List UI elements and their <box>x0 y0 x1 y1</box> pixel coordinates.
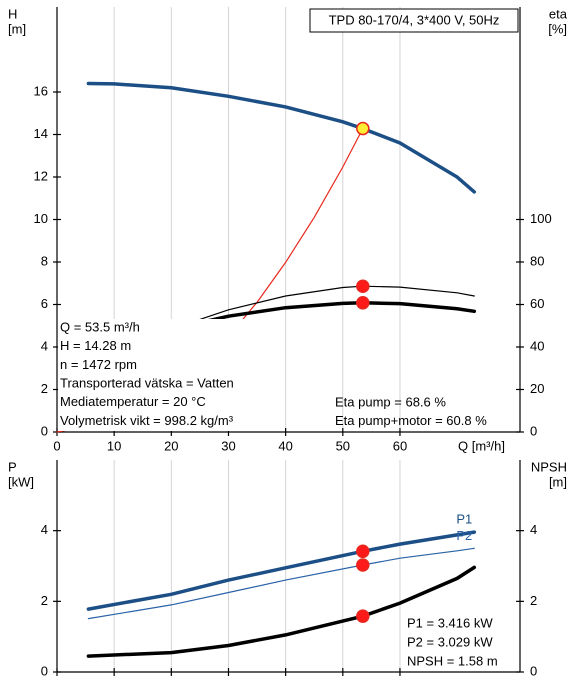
info-line: Q = 53.5 m³/h <box>60 319 140 334</box>
y-tick-label: 8 <box>41 253 48 268</box>
y2-axis-label: NPSH <box>531 459 567 474</box>
y-tick-label: 2 <box>41 381 48 396</box>
curve <box>199 285 475 320</box>
title-box <box>309 8 519 33</box>
y2-tick-label: 0 <box>530 423 537 438</box>
y2-tick-label: 20 <box>530 381 544 396</box>
operating-point <box>356 121 370 136</box>
x-tick-label: 0 <box>53 438 60 453</box>
curve-label: P1 <box>456 512 472 527</box>
y-tick-label: 16 <box>34 83 48 98</box>
x-axis-label: Q [m³/h] <box>458 438 505 453</box>
info-line: P1 = 3.416 kW <box>407 615 493 630</box>
operating-point <box>356 558 370 572</box>
y-tick-label: 12 <box>34 168 48 183</box>
curve <box>86 530 477 611</box>
x-tick-label: 20 <box>164 438 178 453</box>
chart-title: TPD 80-170/4, 3*400 V, 50Hz <box>329 12 500 27</box>
info-line: NPSH = 1.58 m <box>407 653 498 668</box>
curve <box>86 81 477 194</box>
curve <box>86 565 477 658</box>
x-tick-label: 50 <box>336 438 350 453</box>
operating-point <box>356 609 370 623</box>
info-box <box>58 319 266 431</box>
x-tick-label: 40 <box>278 438 292 453</box>
y2-tick-label: 100 <box>530 211 552 226</box>
info-line: Transporterad vätska = Vatten <box>60 376 234 391</box>
y-tick-label: 2 <box>41 593 48 608</box>
y2-axis-unit: [m] <box>549 474 567 489</box>
y-tick-label: 10 <box>34 211 48 226</box>
operating-point <box>356 296 370 310</box>
efficiency-note: Eta pump = 68.6 % <box>335 394 446 409</box>
info-line: P2 = 3.029 kW <box>407 634 493 649</box>
info-line: Mediatemperatur = 20 °C <box>60 394 206 409</box>
info-line: n = 1472 rpm <box>60 357 137 372</box>
y2-axis-label: eta <box>549 6 568 21</box>
efficiency-note: Eta pump+motor = 60.8 % <box>335 413 487 428</box>
curve <box>198 301 477 325</box>
info-line: H = 14.28 m <box>60 338 131 353</box>
y-tick-label: 0 <box>41 423 48 438</box>
y-axis-label: P <box>8 459 17 474</box>
y2-tick-label: 80 <box>530 253 544 268</box>
operating-point <box>356 279 370 293</box>
y-tick-label: 6 <box>41 296 48 311</box>
y-tick-label: 0 <box>41 663 48 678</box>
y-axis-unit: [kW] <box>8 474 34 489</box>
y-axis-label: H <box>8 6 17 21</box>
y-tick-label: 4 <box>41 338 48 353</box>
info-line: Volymetrisk vikt = 998.2 kg/m³ <box>60 413 234 428</box>
y-tick-label: 14 <box>34 126 48 141</box>
y2-tick-label: 0 <box>530 663 537 678</box>
y2-tick-label: 2 <box>530 593 537 608</box>
curve-label: P2 <box>456 528 472 543</box>
curve <box>87 547 475 620</box>
x-tick-label: 30 <box>221 438 235 453</box>
y2-tick-label: 4 <box>530 522 537 537</box>
y2-axis-unit: [%] <box>548 21 567 36</box>
operating-point <box>356 544 370 559</box>
x-tick-label: 60 <box>393 438 407 453</box>
y-axis-unit: [m] <box>8 21 26 36</box>
y2-tick-label: 60 <box>530 296 544 311</box>
y2-tick-label: 40 <box>530 338 544 353</box>
y-tick-label: 4 <box>41 522 48 537</box>
x-tick-label: 10 <box>107 438 121 453</box>
